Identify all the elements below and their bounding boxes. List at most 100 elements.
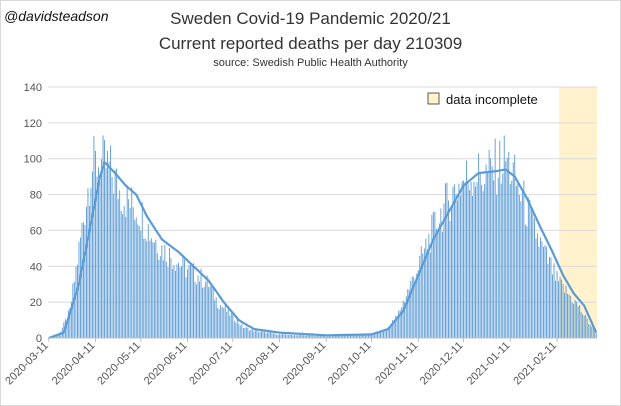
bar	[280, 334, 282, 338]
bar	[556, 271, 558, 338]
y-tick-label: 60	[30, 225, 42, 237]
bar	[282, 334, 283, 338]
bar	[351, 335, 353, 338]
y-tick-labels: 0 20 40 60 80 100 120 140	[24, 82, 42, 345]
bar	[517, 180, 519, 338]
bar	[271, 333, 273, 338]
bar	[365, 334, 366, 338]
x-tick-label: 2020-09-11	[281, 340, 329, 388]
bar	[478, 153, 480, 338]
bar	[78, 241, 80, 338]
bar	[559, 276, 561, 338]
bar	[87, 188, 89, 338]
y-tick-label: 80	[30, 190, 42, 202]
bar	[454, 184, 455, 338]
bar	[301, 335, 303, 338]
bar	[67, 310, 69, 338]
bar	[70, 301, 72, 338]
bar	[389, 327, 391, 338]
bar	[156, 253, 158, 338]
bar	[224, 305, 226, 338]
bar	[346, 335, 348, 338]
bar	[89, 205, 90, 338]
bar	[396, 316, 398, 338]
bar	[537, 233, 538, 338]
bar	[144, 238, 146, 338]
bar	[194, 281, 196, 338]
bar	[588, 323, 590, 338]
bar	[521, 192, 523, 338]
y-tick-label: 0	[36, 333, 42, 345]
bar	[475, 186, 476, 338]
bar	[435, 228, 437, 338]
bar	[268, 332, 270, 338]
bar	[380, 331, 381, 338]
bar	[126, 184, 128, 338]
bar	[534, 218, 535, 338]
x-tick-label: 2021-01-11	[465, 340, 513, 388]
bar	[520, 201, 522, 338]
bar	[274, 333, 276, 338]
bar	[190, 264, 191, 338]
bar	[98, 167, 99, 338]
bar	[571, 302, 573, 338]
bar	[428, 234, 430, 338]
bar	[526, 226, 528, 338]
bar	[369, 334, 371, 338]
bar	[244, 328, 246, 338]
bar	[164, 245, 166, 338]
bar	[250, 329, 252, 338]
bar	[297, 335, 299, 338]
bar	[138, 225, 140, 338]
bar	[248, 330, 250, 338]
bar	[313, 336, 315, 338]
bar	[77, 264, 78, 338]
bar	[420, 246, 422, 338]
bar	[217, 307, 219, 338]
bar	[122, 213, 124, 338]
bar	[377, 332, 378, 338]
bar	[283, 334, 285, 338]
bar	[286, 335, 288, 338]
bar	[239, 325, 241, 338]
bar	[487, 173, 489, 338]
bar	[493, 180, 495, 338]
bar	[331, 336, 333, 338]
bar	[298, 334, 300, 338]
bar	[334, 335, 336, 338]
bar	[549, 256, 550, 338]
bar	[285, 334, 286, 338]
bar	[452, 186, 454, 338]
bar	[300, 335, 302, 338]
bar	[307, 335, 309, 338]
bar	[86, 206, 87, 338]
bar	[75, 266, 77, 338]
bar	[523, 180, 525, 338]
bar	[309, 335, 311, 338]
bar	[458, 183, 460, 338]
bar	[342, 335, 344, 338]
legend-label-incomplete: data incomplete	[446, 92, 538, 107]
x-tick-label: 2020-07-11	[187, 340, 235, 388]
x-tick-label: 2020-10-11	[326, 340, 374, 388]
bar	[586, 318, 588, 338]
bar	[583, 315, 585, 338]
bar	[173, 264, 175, 338]
bar	[582, 314, 584, 338]
bar	[530, 208, 532, 338]
bar	[585, 314, 587, 338]
bar	[408, 289, 410, 338]
bar	[481, 184, 483, 338]
bar	[306, 335, 308, 338]
bar	[576, 301, 578, 338]
bar	[104, 140, 105, 338]
bar	[315, 335, 317, 338]
bar	[251, 329, 253, 338]
bar	[482, 191, 484, 338]
bar	[524, 224, 526, 338]
y-tick-label: 120	[24, 118, 42, 130]
y-tick-label: 100	[24, 154, 42, 166]
bar	[589, 324, 591, 338]
bar	[223, 308, 225, 338]
bar	[175, 270, 176, 338]
